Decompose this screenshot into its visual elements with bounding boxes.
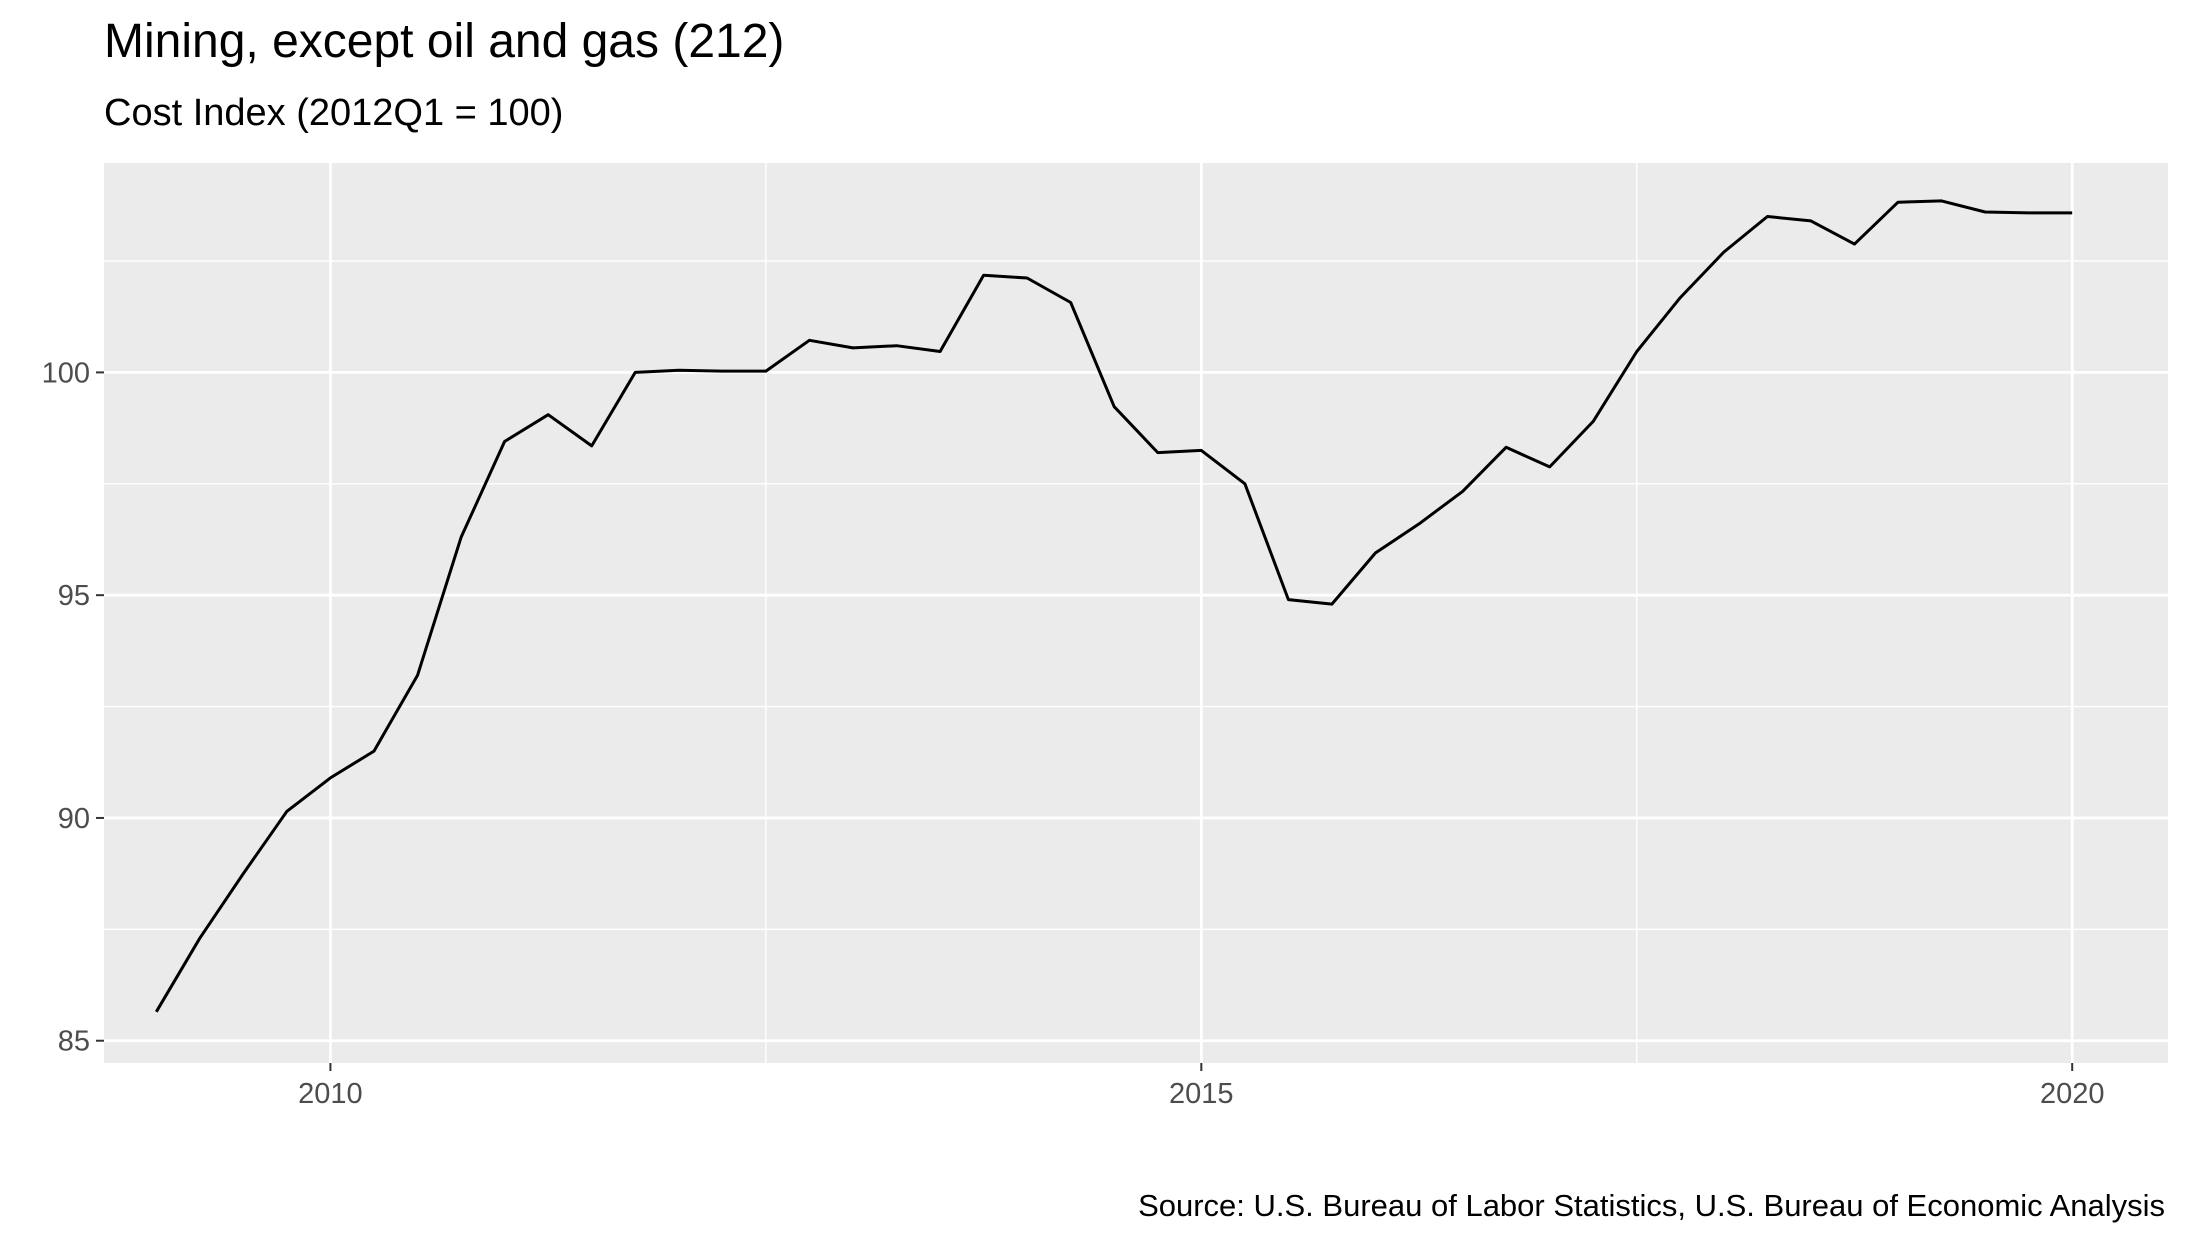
y-tick-label: 95 — [58, 580, 90, 612]
y-tick-label: 100 — [42, 357, 90, 389]
x-axis: 2010 2015 2020 — [298, 1063, 2104, 1110]
series-layer — [155, 199, 2073, 1013]
series-line — [155, 199, 2073, 1013]
minor-gridlines — [104, 163, 2168, 1063]
chart-subtitle: Cost Index (2012Q1 = 100) — [104, 92, 564, 134]
y-axis: 85 90 95 100 — [42, 357, 104, 1058]
x-tick-label: 2015 — [1169, 1078, 1234, 1110]
major-gridlines — [104, 163, 2168, 1063]
x-tick-label: 2010 — [298, 1078, 363, 1110]
chart-title: Mining, except oil and gas (212) — [104, 15, 785, 68]
source-caption: Source: U.S. Bureau of Labor Statistics,… — [1138, 1188, 2165, 1223]
x-tick-label: 2020 — [2040, 1078, 2105, 1110]
plot-panel — [104, 163, 2168, 1063]
y-tick-label: 85 — [58, 1026, 90, 1058]
y-tick-label: 90 — [58, 803, 90, 835]
